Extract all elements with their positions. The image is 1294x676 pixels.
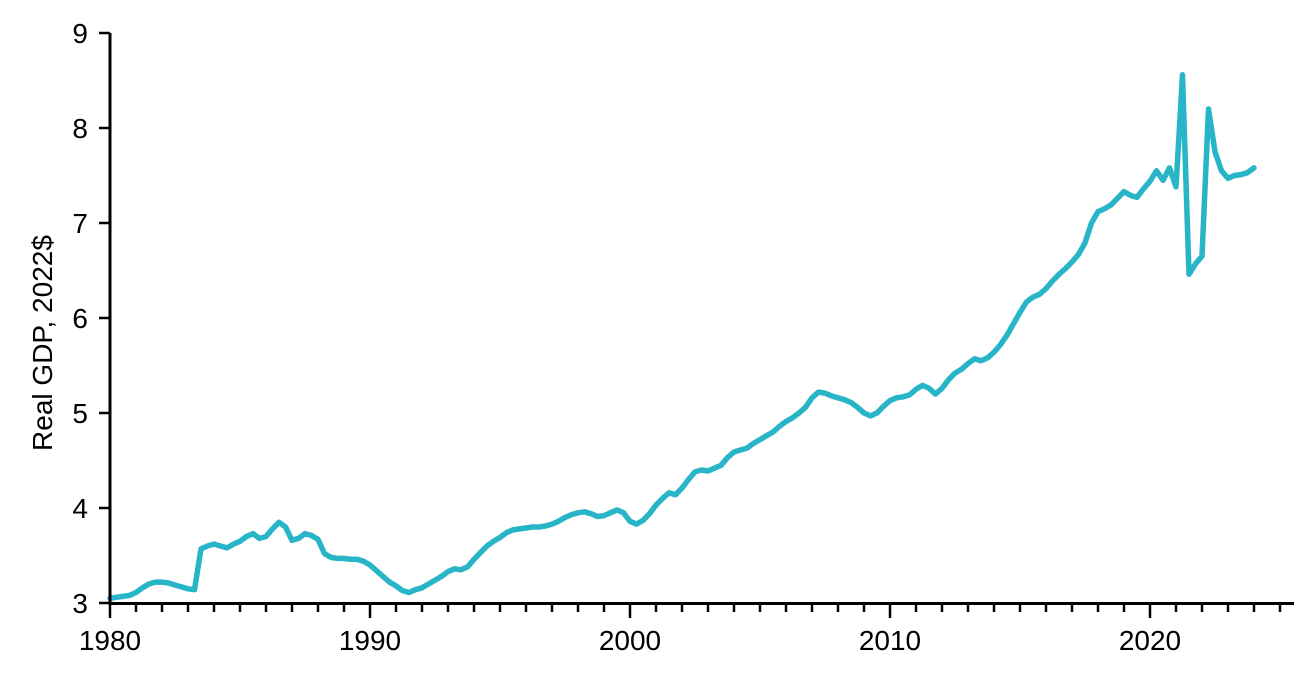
x-tick-label: 2020 bbox=[1119, 625, 1181, 656]
y-tick-label: 7 bbox=[72, 208, 88, 239]
y-tick-label: 4 bbox=[72, 493, 88, 524]
y-tick-label: 8 bbox=[72, 113, 88, 144]
x-tick-label: 2010 bbox=[859, 625, 921, 656]
x-tick-label: 1990 bbox=[339, 625, 401, 656]
x-tick-label: 1980 bbox=[79, 625, 141, 656]
y-tick-label: 5 bbox=[72, 398, 88, 429]
y-tick-label: 3 bbox=[72, 588, 88, 619]
x-tick-label: 2000 bbox=[599, 625, 661, 656]
y-tick-label: 9 bbox=[72, 18, 88, 49]
gdp-line-path bbox=[107, 72, 1257, 602]
y-tick-label: 6 bbox=[72, 303, 88, 334]
